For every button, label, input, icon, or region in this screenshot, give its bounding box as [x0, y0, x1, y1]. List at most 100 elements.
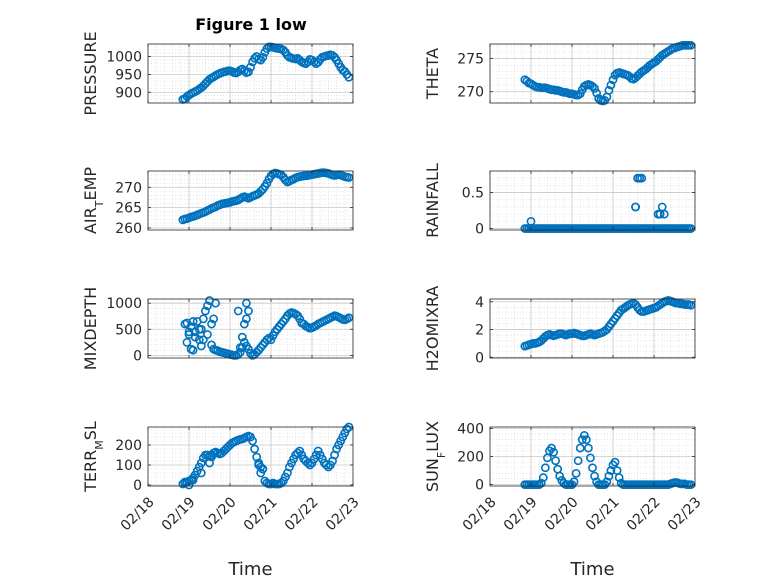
y-axis-label: PRESSURE	[81, 31, 100, 115]
y-axis-label: H2OMIXRA	[423, 286, 442, 372]
axes-box	[147, 43, 354, 104]
data-markers	[520, 295, 696, 351]
data-point	[196, 468, 206, 478]
data-point	[659, 209, 669, 219]
x-tick-label: 02/23	[323, 494, 363, 534]
subplot-sun-flux: 0 200 400 SUNFLUX 02/18 02/19 02/20 02/21 02/22 0…	[423, 421, 705, 580]
axes-box	[489, 170, 696, 231]
data-point	[584, 443, 593, 453]
x-tick-label: 02/20	[200, 494, 240, 534]
data-point	[586, 453, 595, 463]
data-point	[258, 464, 268, 474]
axes-box	[147, 426, 354, 487]
axes-box	[489, 43, 696, 104]
data-point	[203, 330, 212, 339]
data-point	[590, 84, 599, 93]
data-point	[241, 314, 251, 324]
data-point	[686, 300, 696, 310]
x-tick-label: 02/20	[542, 494, 582, 534]
data-point	[604, 471, 614, 481]
x-tick-label: 02/19	[159, 494, 199, 534]
data-point	[184, 327, 194, 337]
data-point	[207, 340, 216, 350]
y-tick-label: 1000	[106, 50, 142, 66]
data-point	[244, 344, 253, 354]
data-point	[211, 298, 221, 308]
data-point	[198, 335, 208, 345]
y-tick-label: 900	[115, 85, 142, 101]
data-point	[295, 314, 305, 324]
axes-box	[489, 298, 696, 359]
data-point	[344, 313, 354, 323]
data-point	[239, 319, 249, 329]
data-point	[188, 345, 198, 355]
data-point	[266, 335, 276, 345]
data-point	[246, 348, 255, 358]
data-markers	[180, 296, 354, 360]
x-tick-label: 02/18	[460, 494, 500, 534]
data-markers	[520, 431, 696, 489]
x-tick-label: 02/22	[624, 494, 664, 534]
data-markers	[178, 422, 354, 490]
y-tick-label: 400	[457, 421, 484, 437]
y-tick-label: 0	[475, 222, 484, 238]
x-tick-label: 02/21	[583, 494, 623, 534]
data-point	[588, 463, 597, 473]
x-axis-label: Time	[227, 559, 272, 580]
y-tick-label: 0	[475, 350, 484, 366]
y-tick-label: 270	[115, 180, 142, 196]
y-tick-label: 500	[115, 322, 142, 338]
data-point	[182, 337, 192, 347]
y-tick-label: 0	[133, 478, 142, 494]
data-point	[577, 435, 587, 445]
axes-box	[147, 170, 354, 231]
data-point	[606, 80, 616, 90]
data-markers	[520, 40, 696, 106]
figure-title: Figure 1 low	[195, 15, 307, 34]
data-point	[549, 447, 558, 457]
y-tick-label: 100	[115, 458, 142, 474]
plot-area	[490, 171, 695, 230]
data-point	[248, 436, 257, 446]
data-point	[602, 477, 612, 487]
data-point	[305, 460, 315, 470]
data-point	[536, 478, 546, 488]
x-tick-label: 02/18	[118, 494, 158, 534]
data-point	[323, 462, 333, 472]
y-tick-label: 270	[457, 85, 484, 101]
data-point	[280, 175, 290, 185]
data-point	[344, 72, 354, 82]
data-point	[575, 443, 585, 453]
data-point	[293, 448, 303, 458]
data-point	[342, 424, 352, 434]
subplot-rainfall: 0 0.5 RAINFALL	[423, 163, 696, 238]
data-point	[198, 314, 208, 324]
y-tick-label: 200	[457, 450, 484, 466]
y-tick-label: 260	[115, 221, 142, 237]
subplot-theta: 270 275 THETA	[423, 40, 696, 106]
data-point	[241, 298, 251, 308]
data-point	[581, 435, 591, 445]
y-tick-label: 1000	[106, 296, 142, 312]
data-point	[303, 458, 313, 468]
x-axis-label: Time	[569, 559, 614, 580]
data-point	[631, 202, 640, 212]
y-tick-label: 265	[115, 201, 142, 217]
y-tick-label: 275	[457, 52, 484, 68]
data-point	[686, 40, 696, 50]
data-point	[588, 82, 597, 91]
data-point	[207, 452, 216, 462]
data-point	[203, 301, 212, 311]
data-point	[526, 216, 536, 226]
subplot-air-temp: 260 265 270 AIRTEMP	[81, 167, 354, 237]
data-point	[604, 86, 614, 95]
data-point	[569, 477, 579, 487]
data-point	[590, 471, 599, 481]
data-point	[196, 458, 206, 468]
data-point	[555, 471, 565, 481]
data-point	[250, 444, 259, 454]
data-point	[592, 88, 601, 98]
data-point	[538, 473, 548, 482]
x-tick-label: 02/23	[665, 494, 705, 534]
